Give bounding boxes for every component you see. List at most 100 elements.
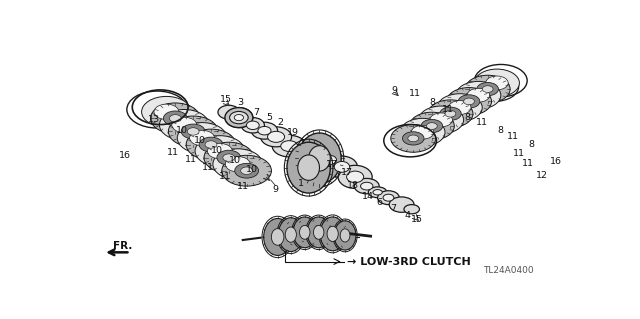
Ellipse shape — [419, 106, 463, 134]
Text: 19: 19 — [287, 128, 299, 137]
Text: 16: 16 — [550, 157, 562, 166]
Ellipse shape — [258, 126, 271, 135]
Ellipse shape — [168, 116, 218, 147]
Text: 11: 11 — [513, 149, 525, 158]
Ellipse shape — [483, 86, 493, 93]
Ellipse shape — [285, 227, 296, 242]
Ellipse shape — [271, 229, 284, 245]
Ellipse shape — [264, 219, 292, 256]
Ellipse shape — [298, 155, 319, 180]
Ellipse shape — [186, 129, 236, 160]
Ellipse shape — [426, 123, 437, 130]
Ellipse shape — [338, 165, 372, 189]
Text: 7: 7 — [390, 204, 396, 213]
Ellipse shape — [181, 124, 205, 139]
Ellipse shape — [408, 135, 419, 142]
Ellipse shape — [278, 218, 303, 252]
Text: 8: 8 — [497, 126, 503, 135]
Text: 10: 10 — [246, 165, 258, 174]
Ellipse shape — [326, 156, 358, 178]
Text: 6: 6 — [376, 198, 382, 207]
Ellipse shape — [230, 111, 248, 124]
Text: 5: 5 — [266, 113, 272, 122]
Ellipse shape — [421, 119, 443, 133]
Text: 8: 8 — [528, 140, 534, 149]
Text: 1: 1 — [298, 179, 304, 188]
Ellipse shape — [430, 113, 452, 127]
Text: 8: 8 — [465, 113, 470, 122]
Text: 14: 14 — [362, 192, 374, 201]
Text: 15: 15 — [411, 216, 423, 225]
Text: 10: 10 — [176, 126, 188, 135]
Ellipse shape — [378, 191, 399, 204]
Ellipse shape — [465, 75, 510, 103]
Text: 11: 11 — [237, 182, 249, 191]
Ellipse shape — [307, 217, 330, 248]
Ellipse shape — [225, 108, 253, 128]
Ellipse shape — [223, 154, 235, 161]
Ellipse shape — [218, 105, 239, 119]
Ellipse shape — [463, 98, 474, 105]
Text: 12: 12 — [536, 171, 548, 180]
Ellipse shape — [187, 128, 199, 135]
Ellipse shape — [428, 100, 473, 128]
Text: FR.: FR. — [113, 241, 132, 251]
Ellipse shape — [272, 135, 307, 157]
Text: 16: 16 — [119, 151, 131, 160]
Text: 10: 10 — [211, 146, 223, 155]
Text: → LOW-3RD CLUTCH: → LOW-3RD CLUTCH — [348, 256, 471, 267]
Ellipse shape — [437, 94, 482, 122]
Text: 9: 9 — [392, 86, 397, 95]
Ellipse shape — [199, 137, 223, 152]
Ellipse shape — [368, 187, 387, 198]
Ellipse shape — [287, 142, 330, 193]
Text: 11: 11 — [185, 155, 197, 164]
Ellipse shape — [170, 115, 181, 122]
Text: 15: 15 — [220, 95, 232, 104]
Ellipse shape — [456, 81, 501, 109]
Ellipse shape — [458, 95, 480, 108]
Ellipse shape — [293, 217, 316, 248]
Ellipse shape — [141, 96, 191, 127]
Ellipse shape — [235, 163, 259, 178]
Ellipse shape — [334, 221, 356, 250]
Ellipse shape — [172, 117, 196, 133]
Ellipse shape — [234, 115, 244, 121]
Ellipse shape — [154, 104, 179, 120]
Ellipse shape — [308, 146, 330, 171]
Ellipse shape — [234, 114, 244, 122]
Text: 10: 10 — [229, 156, 241, 165]
Ellipse shape — [314, 226, 324, 239]
Ellipse shape — [205, 141, 217, 148]
Text: 11: 11 — [522, 159, 534, 167]
Ellipse shape — [327, 226, 338, 241]
Text: 2: 2 — [278, 118, 284, 128]
Ellipse shape — [268, 131, 285, 142]
Ellipse shape — [207, 143, 232, 159]
Ellipse shape — [486, 76, 508, 90]
Ellipse shape — [189, 130, 214, 146]
Ellipse shape — [400, 118, 445, 146]
Text: 11: 11 — [476, 118, 488, 128]
Text: 17: 17 — [341, 168, 353, 177]
Ellipse shape — [467, 88, 490, 102]
Ellipse shape — [323, 155, 337, 165]
Ellipse shape — [477, 82, 499, 96]
Ellipse shape — [225, 157, 250, 172]
Ellipse shape — [445, 110, 456, 117]
Ellipse shape — [383, 194, 394, 201]
Text: 11: 11 — [506, 132, 518, 141]
Ellipse shape — [246, 121, 259, 130]
Ellipse shape — [298, 133, 341, 184]
Ellipse shape — [252, 122, 278, 139]
Ellipse shape — [447, 87, 492, 115]
Text: 11: 11 — [219, 172, 231, 182]
Ellipse shape — [281, 141, 298, 152]
Text: 17: 17 — [326, 160, 338, 169]
Ellipse shape — [225, 108, 253, 128]
Ellipse shape — [195, 136, 244, 167]
Ellipse shape — [320, 217, 345, 251]
Ellipse shape — [404, 204, 419, 214]
Ellipse shape — [474, 69, 520, 97]
Ellipse shape — [159, 109, 209, 140]
